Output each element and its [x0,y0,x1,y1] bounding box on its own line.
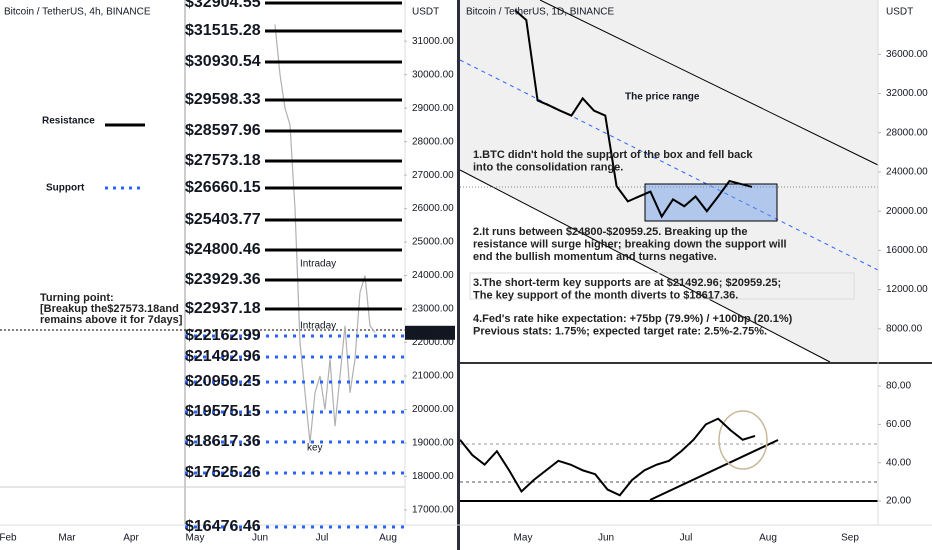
panel-separator [457,0,460,550]
range-box [644,183,778,222]
y-tick-label: 23000.00 [412,304,454,315]
y-tick-label: 19000.00 [412,438,454,449]
unit-label: USDT [412,7,439,18]
y-tick-label: 31000.00 [412,36,454,47]
resistance-label: $22937.18 [185,300,261,317]
y-tick-label: 27000.00 [412,170,454,181]
x-tick-label: Aug [759,533,777,544]
support-label: $17525.26 [185,464,261,481]
x-tick-label: Jul [680,533,693,544]
y-tick-label: 18000.00 [412,471,454,482]
analysis-note: 2.It runs between $24800-$20959.25. Brea… [473,226,748,238]
support-label: $20959.25 [185,373,261,390]
resistance-label: $25403.77 [185,211,261,228]
analysis-note: end the bullish momentum and turns negat… [473,251,717,263]
chart-title: Bitcoin / TetherUS, 4h, BINANCE [4,7,151,18]
rsi-trend [649,439,779,501]
price-line [274,24,376,444]
last-price-box [405,325,455,340]
rsi-circle [718,410,768,470]
x-tick-label: Feb [0,533,17,544]
x-tick-label: Apr [123,533,139,544]
unit-label: USDT [886,7,913,18]
channel-shade [460,0,878,362]
price-line [460,417,756,497]
x-tick-label: Aug [379,533,397,544]
legend-resistance: Resistance [42,116,95,127]
y-tick-label: 60.00 [886,419,911,430]
support-label: $18617.36 [185,433,261,450]
x-tick-label: Sep [841,533,859,544]
y-tick-label: 24000.00 [412,270,454,281]
x-tick-label: May [186,533,205,544]
y-tick-label: 36000.00 [886,49,928,60]
analysis-note: 1.BTC didn't hold the support of the box… [473,149,753,161]
analysis-note: resistance will surge higher; breaking d… [473,238,787,250]
resistance-label: $29598.33 [185,91,261,108]
y-tick-label: 24000.00 [886,167,928,178]
channel-bottom [459,169,831,363]
legend-support: Support [46,183,85,194]
support-label: $22162.99 [185,327,261,344]
resistance-label: $24800.46 [185,241,261,258]
mid-line [459,59,879,271]
support-label: $16476.46 [185,518,261,535]
y-tick-label: 28000.00 [886,127,928,138]
y-tick-label: 32000.00 [886,88,928,99]
price-line [514,9,753,219]
analysis-note: Previous stats: 1.75%; expected target r… [473,325,767,337]
y-tick-label: 20000.00 [886,206,928,217]
y-tick-label: 17000.00 [412,505,454,516]
x-tick-label: May [514,533,533,544]
turning-point: remains above it for 7days] [40,314,183,326]
last-price: 22290.66 [409,327,451,338]
analysis-note: The key support of the month diverts to … [473,289,738,301]
level-note: Intraday [300,259,336,270]
resistance-label: $30930.54 [185,53,261,70]
x-tick-label: Jun [252,533,268,544]
chart-title: Bitcoin / TetherUS, 1D, BINANCE [466,7,615,18]
y-tick-label: 28000.00 [412,136,454,147]
analysis-note: 4.Fed's rate hike expectation: +75bp (79… [473,313,793,325]
y-tick-label: 80.00 [886,381,911,392]
analysis-note: into the consolidation range. [473,161,623,173]
y-tick-label: 20000.00 [412,404,454,415]
channel-top [539,0,879,166]
y-tick-label: 40.00 [886,457,911,468]
resistance-label: $28597.96 [185,122,261,139]
resistance-label: $26660.15 [185,179,261,196]
y-tick-label: 30000.00 [412,69,454,80]
y-tick-label: 16000.00 [886,245,928,256]
resistance-label: $27573.18 [185,152,261,169]
support-label: $21492.96 [185,348,261,365]
support-label: $19575.15 [185,403,261,420]
y-tick-label: 21000.00 [412,371,454,382]
x-tick-label: Mar [58,533,76,544]
resistance-label: $31515.28 [185,22,261,39]
y-tick-label: 8000.00 [886,323,923,334]
level-note: Intraday [300,321,336,332]
y-tick-label: 29000.00 [412,103,454,114]
y-tick-label: 12000.00 [886,284,928,295]
x-tick-label: Jun [598,533,614,544]
level-note: key [307,443,323,454]
range-label: The price range [625,92,700,103]
x-tick-label: Jul [316,533,329,544]
resistance-label: $23929.36 [185,271,261,288]
note-box [469,272,855,300]
y-tick-label: 20.00 [886,496,911,507]
turning-point: Turning point: [40,292,114,304]
y-tick-label: 26000.00 [412,203,454,214]
analysis-note: 3.The short-term key supports are at $21… [473,277,781,289]
turning-point: [Breakup the$27573.18and [40,303,179,315]
resistance-label: $32904.55 [185,0,261,11]
y-tick-label: 25000.00 [412,237,454,248]
y-tick-label: 22000.00 [412,337,454,348]
